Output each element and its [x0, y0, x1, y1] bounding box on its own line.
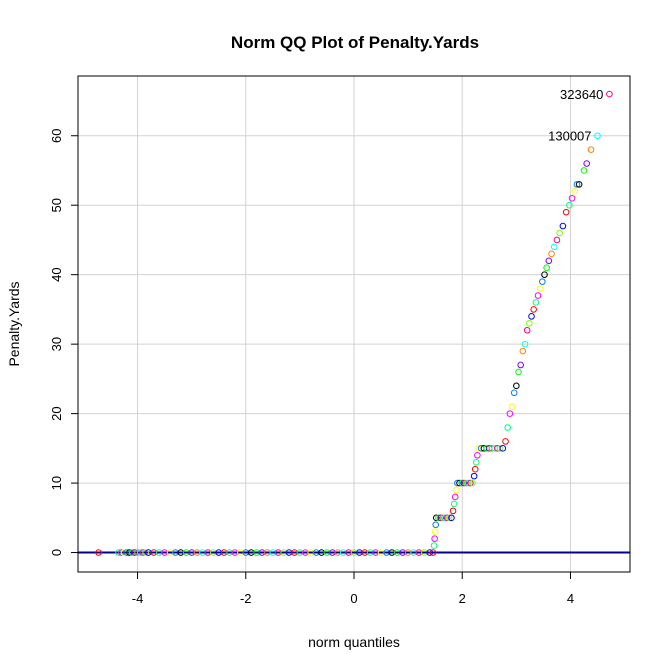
x-tick-label: 0	[350, 591, 357, 606]
point-label: 130007	[548, 129, 591, 144]
data-point	[470, 472, 478, 480]
data-point	[568, 194, 576, 202]
data-point	[432, 514, 440, 522]
data-point	[506, 410, 514, 417]
data-point	[571, 188, 579, 195]
point-labels: 130007 323640	[548, 87, 603, 144]
data-point	[471, 465, 479, 473]
data-point	[606, 90, 613, 98]
data-point	[580, 167, 588, 174]
data-point	[452, 486, 460, 494]
data-point	[95, 549, 102, 556]
data-point	[454, 479, 461, 487]
data-point	[451, 493, 459, 501]
data-point	[550, 243, 558, 251]
data-point	[142, 549, 149, 556]
x-tick-label: -2	[240, 591, 252, 606]
data-point	[460, 479, 468, 487]
data-point	[431, 535, 438, 542]
x-tick-label: 2	[459, 591, 466, 606]
data-point	[443, 514, 451, 522]
data-point	[545, 257, 553, 265]
data-point	[548, 250, 555, 258]
y-tick-label: 50	[49, 198, 64, 212]
data-point	[513, 382, 520, 390]
data-point	[515, 368, 522, 376]
data-point	[499, 445, 507, 452]
data-point	[441, 514, 449, 522]
data-point	[573, 181, 581, 188]
data-point	[474, 451, 481, 459]
y-axis-label: Penalty.Yards	[6, 281, 22, 366]
y-tick-label: 0	[49, 549, 64, 556]
data-point	[521, 340, 529, 348]
data-point	[458, 479, 465, 487]
data-point	[510, 389, 518, 397]
data-point	[435, 514, 442, 522]
data-point	[439, 514, 447, 522]
data-point	[467, 479, 474, 487]
chart-title: Norm QQ Plot of Penalty.Yards	[231, 33, 479, 52]
x-axis: -4 -2 0 2 4	[132, 571, 574, 606]
data-points	[95, 90, 613, 556]
data-point	[562, 208, 570, 216]
data-point	[536, 285, 544, 292]
data-point	[539, 278, 546, 285]
data-point	[431, 528, 439, 536]
y-axis: 0 10 20 30 40 50 60	[49, 129, 79, 556]
x-axis-label: norm quantiles	[308, 634, 400, 650]
data-point	[523, 326, 531, 334]
y-tick-label: 20	[49, 406, 64, 420]
y-tick-label: 10	[49, 476, 64, 490]
data-point	[583, 160, 591, 167]
data-point	[473, 458, 480, 466]
data-point	[519, 347, 527, 355]
data-point	[430, 542, 438, 549]
data-point	[437, 514, 444, 522]
data-point	[575, 181, 583, 188]
data-point	[530, 306, 537, 313]
data-point	[532, 299, 540, 306]
data-point	[517, 361, 524, 369]
y-tick-label: 60	[49, 129, 64, 143]
data-point	[553, 236, 561, 244]
data-point	[541, 271, 548, 278]
data-point	[464, 479, 472, 487]
data-point	[528, 313, 535, 320]
data-point	[462, 479, 470, 487]
data-point	[534, 292, 542, 299]
data-point	[556, 229, 563, 237]
data-point	[559, 222, 567, 230]
data-point	[469, 479, 476, 487]
data-point	[587, 146, 595, 153]
x-tick-label: -4	[132, 591, 144, 606]
data-point	[504, 424, 511, 431]
data-point	[594, 132, 601, 140]
data-point	[426, 549, 434, 556]
y-tick-label: 40	[49, 267, 64, 281]
data-point	[456, 479, 463, 487]
data-point	[566, 201, 573, 209]
data-point	[508, 403, 516, 410]
data-point	[496, 445, 504, 452]
data-point	[526, 320, 533, 327]
data-point	[448, 514, 455, 522]
data-point	[429, 549, 437, 556]
data-point	[543, 264, 550, 272]
data-point	[432, 521, 440, 529]
grid	[78, 76, 630, 572]
x-tick-label: 4	[567, 591, 574, 606]
data-point	[445, 514, 453, 522]
data-point	[450, 500, 458, 508]
point-label: 323640	[560, 87, 603, 102]
y-tick-label: 30	[49, 337, 64, 351]
data-point	[502, 438, 509, 445]
data-point	[449, 507, 457, 515]
